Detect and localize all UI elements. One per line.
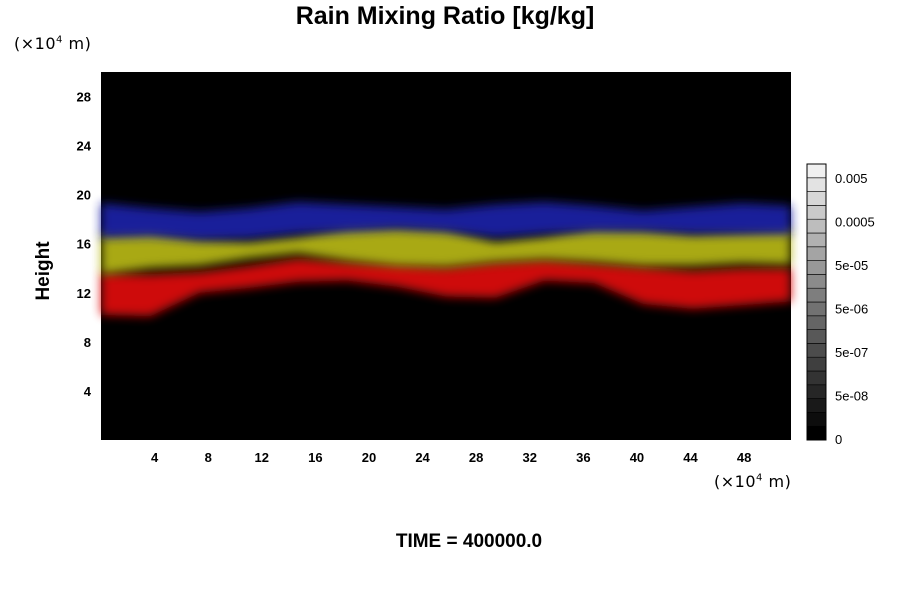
field-layer-2 (101, 226, 791, 275)
colorbar-frame (806, 163, 827, 441)
colorbar-level (806, 301, 827, 317)
x-tick-label: 4 (151, 450, 159, 465)
x-tick-label: 36 (576, 450, 590, 465)
x-tick-label: 44 (683, 450, 698, 465)
colorbar-level (806, 356, 827, 372)
x-tick-label: 28 (469, 450, 483, 465)
y-tick-label: 12 (77, 286, 91, 301)
x-tick-label: 12 (255, 450, 269, 465)
colorbar-level (806, 246, 827, 261)
colorbar-level (806, 343, 827, 358)
colorbar-label: 0.0005 (835, 215, 875, 230)
time-label: TIME = 400000.0 (395, 531, 543, 552)
colorbar-level (806, 260, 827, 275)
colorbar-level (806, 384, 827, 399)
colorbar-label: 5e-07 (835, 345, 868, 360)
x-unit-label: (×104 m) (714, 472, 792, 491)
colorbar-level (806, 412, 827, 427)
colorbar-level (806, 163, 827, 179)
y-tick-label: 16 (77, 237, 91, 252)
colorbar-level (806, 218, 827, 234)
x-tick-label: 48 (737, 450, 751, 465)
chart-title: Rain Mixing Ratio [kg/kg] (295, 2, 595, 30)
colorbar-label: 0 (835, 432, 842, 447)
colorbar: 0.005 0.0005 5e-05 5e-06 5e-07 5e-08 0 (806, 163, 875, 447)
field-layers (101, 202, 791, 317)
x-tick-label: 24 (415, 450, 430, 465)
colorbar-level (806, 287, 827, 303)
colorbar-level (806, 370, 827, 386)
x-tick-label: 20 (362, 450, 376, 465)
colorbar-level (806, 177, 827, 192)
colorbar-level (806, 232, 827, 248)
colorbar-level (806, 398, 827, 413)
colorbar-label: 5e-08 (835, 389, 868, 404)
field-layer-1 (101, 258, 791, 317)
colorbar-level (806, 315, 827, 330)
x-tick-label: 40 (630, 450, 644, 465)
colorbar-level (806, 205, 827, 220)
colorbar-level (806, 329, 827, 344)
colorbar-label: 5e-06 (835, 302, 868, 317)
x-ticks: 4 8 12 16 20 24 28 32 36 40 44 48 (151, 450, 751, 465)
y-tick-label: 28 (77, 90, 91, 105)
x-tick-label: 32 (523, 450, 537, 465)
x-tick-label: 8 (205, 450, 212, 465)
colorbar-label: 5e-05 (835, 258, 868, 273)
x-tick-label: 16 (308, 450, 322, 465)
y-tick-label: 8 (84, 335, 91, 350)
y-tick-label: 4 (84, 384, 92, 399)
colorbar-level (806, 191, 827, 206)
colorbar-label: 0.005 (835, 171, 868, 186)
y-ticks: 4 8 12 16 20 24 28 (77, 90, 92, 399)
y-tick-label: 24 (77, 139, 92, 154)
colorbar-level (806, 425, 827, 441)
y-tick-label: 20 (77, 188, 91, 203)
field-layer-3 (101, 202, 791, 241)
colorbar-level (806, 274, 827, 289)
y-unit-label: (×104 m) (14, 34, 92, 53)
